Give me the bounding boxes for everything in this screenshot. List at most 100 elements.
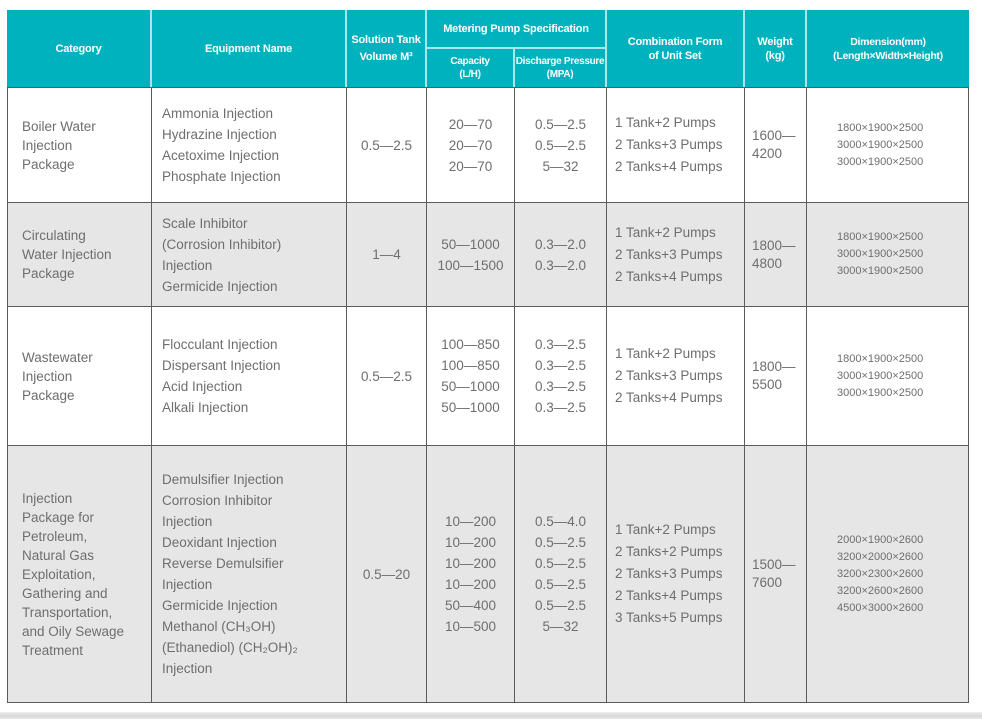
cell-line: Methanol (CH₃OH) [162,619,276,634]
header-discharge-line1: Discharge Pressure [515,56,605,67]
cell-dimension: 1800×1900×2500 3000×1900×2500 3000×1900×25… [807,88,968,202]
cell-capacity: 10—200 10—200 10—200 10—200 50—400 10—500 [427,446,515,702]
cell-line: 2 Tanks+3 Pumps [615,137,723,152]
cell-line: 0.5—2.5 [534,535,587,550]
cell-line: 3200×2300×2600 [837,567,924,580]
header-solution-tank-line2: Volume M³ [359,50,413,63]
cell-line: 0.5—4.0 [534,514,587,529]
cell-line: 10—500 [444,619,497,634]
cell-line: Acid Injection [162,379,243,394]
cell-line: 5—32 [542,619,579,634]
table-row-petroleum-injection: Injection Package for Petroleum, Natural… [8,446,968,702]
table-header: Category Equipment Name Solution Tank Vo… [7,10,969,87]
cell-line: 0.3—2.5 [534,358,587,373]
cell-line: 20—70 [448,158,493,174]
cell-line: 0.3—2.5 [534,379,587,394]
header-category-label: Category [55,42,102,55]
cell-line: 1800×1900×2500 [837,231,924,243]
cell-category: Injection Package for Petroleum, Natural… [8,446,152,702]
cell-line: Injection [162,661,213,676]
cell-line: 1500— [752,557,796,572]
cell-solution-tank-volume: 1—4 [347,203,427,306]
cell-line: 5—32 [542,158,579,174]
cell-category: Wastewater Injection Package [8,307,152,445]
cell-line: Phosphate Injection [162,169,281,184]
table-row-boiler-water: Boiler Water Injection Package Ammonia I… [8,88,968,203]
header-equipment-name: Equipment Name [152,10,345,87]
cell-line: Germicide Injection [162,278,278,294]
injection-package-spec-table: Category Equipment Name Solution Tank Vo… [7,10,969,703]
cell-line: 2000×1900×2600 [837,533,924,546]
cell-line: 1800— [752,237,796,253]
cell-combination-form: 1 Tank+2 Pumps 2 Tanks+3 Pumps 2 Tanks+4 P… [607,203,745,306]
cell-line: (Ethanediol) (CH₂OH)₂ [162,640,298,655]
header-weight-line1: Weight [757,35,793,48]
cell-line: 3000×1900×2500 [837,265,924,277]
cell-combination-form: 1 Tank+2 Pumps 2 Tanks+2 Pumps 2 Tanks+3 P… [607,446,745,702]
cell-weight: 1800— 4800 [745,203,807,306]
cell-line: 50—1000 [441,379,500,394]
cell-line: 7600 [752,575,783,590]
cell-line: Reverse Demulsifier [162,556,284,571]
cell-line: 5500 [752,377,783,392]
cell-line: 100—850 [441,337,500,352]
header-solution-tank-volume: Solution Tank Volume M³ [347,10,425,87]
cell-line: 0.5—2.5 [534,598,587,613]
cell-line: 0.3—2.5 [534,337,587,352]
header-capacity-line1: Capacity [450,56,490,67]
header-capacity: Capacity (L/H) [427,49,513,87]
cell-line: 3 Tanks+5 Pumps [615,610,723,625]
cell-line: 3200×2600×2600 [837,584,924,597]
cell-line: Scale Inhibitor [162,215,248,231]
cell-weight: 1600— 4200 [745,88,807,202]
cell-line: Deoxidant Injection [162,535,277,550]
cell-line: 0.5—2.5 [534,137,587,153]
header-category: Category [7,10,150,87]
cell-capacity: 100—850 100—850 50—1000 50—1000 [427,307,515,445]
cell-discharge-pressure: 0.3—2.0 0.3—2.0 [515,203,607,306]
cell-line: 2 Tanks+4 Pumps [615,159,723,174]
cell-line: 10—200 [444,577,497,592]
cell-combination-form: 1 Tank+2 Pumps 2 Tanks+3 Pumps 2 Tanks+4 P… [607,307,745,445]
header-metering-label: Metering Pump Specification [443,22,589,35]
cell-line: 50—400 [444,598,497,613]
cell-line: 1800×1900×2500 [837,352,924,365]
cell-combination-form: 1 Tank+2 Pumps 2 Tanks+3 Pumps 2 Tanks+4 P… [607,88,745,202]
cell-line: 10—200 [444,535,497,550]
header-combination-line2: of Unit Set [648,49,702,62]
cell-line: 3000×1900×2500 [837,386,924,399]
cell-line: Dispersant Injection [162,358,281,373]
cell-line: 50—1000 [441,400,500,415]
cell-line: 1 Tank+2 Pumps [615,522,716,537]
cell-line: 2 Tanks+4 Pumps [615,588,723,603]
cell-line: 3000×1900×2500 [837,138,924,151]
cell-line: Corrosion Inhibitor [162,493,273,508]
cell-line: 2 Tanks+3 Pumps [615,566,723,581]
cell-solution-tank-volume: 0.5—2.5 [347,88,427,202]
cell-capacity: 50—1000 100—1500 [427,203,515,306]
cell-line: 1800— [752,359,796,374]
cell-line: 100—850 [441,358,500,373]
cell-line: Germicide Injection [162,598,278,613]
cell-dimension: 2000×1900×2600 3200×2000×2600 3200×2300×26… [807,446,968,702]
cell-equipment-name: Ammonia Injection Hydrazine Injection Acet… [152,88,347,202]
header-weight: Weight (kg) [745,10,805,87]
header-solution-tank-line1: Solution Tank [351,33,421,46]
cell-line: 10—200 [444,556,497,571]
cell-equipment-name: Flocculant Injection Dispersant Injection… [152,307,347,445]
cell-line: 1600— [752,128,796,143]
header-metering-pump-spec-group: Metering Pump Specification [427,10,605,47]
cell-line: Injection [162,257,213,273]
cell-line: 0.3—2.0 [534,257,587,273]
cell-line: 4800 [752,255,783,271]
cell-dimension: 1800×1900×2500 3000×1900×2500 3000×1900×25… [807,203,968,306]
cell-category: Boiler Water Injection Package [8,88,152,202]
cell-line: 1800×1900×2500 [837,121,924,134]
cell-line: Acetoxime Injection [162,148,280,163]
cell-line: 2 Tanks+4 Pumps [615,390,723,405]
cell-line: Injection [162,514,213,529]
cell-solution-tank-volume: 0.5—20 [347,446,427,702]
cell-equipment-name: Scale Inhibitor (Corrosion Inhibitor) Inje… [152,203,347,306]
cell-line: (Corrosion Inhibitor) [162,236,282,252]
